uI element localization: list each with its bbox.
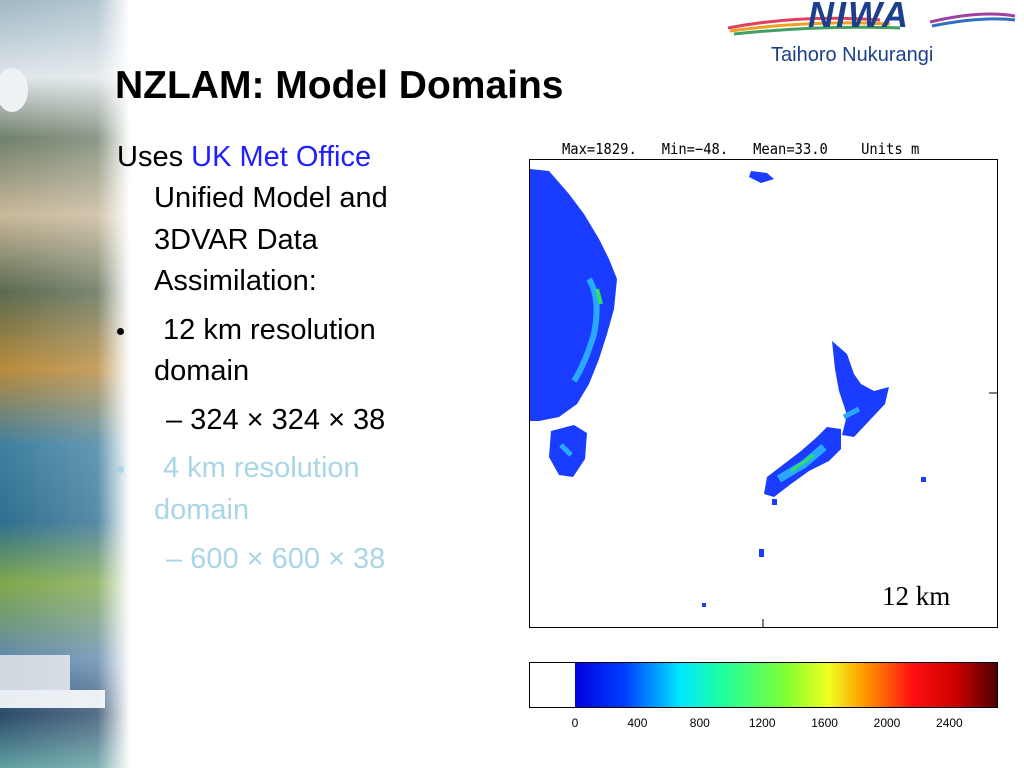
logo (727, 12, 1016, 36)
sub-bullet: – 324 × 324 × 38 (166, 404, 386, 436)
logo-tagline: Taihoro Nukurangi (771, 44, 934, 66)
colorbar-tick-label: 1200 (748, 716, 776, 730)
photo-strip (0, 0, 130, 768)
bullet-line: 4 km resolution (163, 452, 360, 484)
colorbar-tick-label: 1600 (811, 716, 838, 730)
slide-title: NZLAM: Model Domains (115, 64, 564, 107)
map-stats: Max=1829. Min=−48. Mean=33.0 Units m (562, 140, 920, 158)
bullet-line: domain (154, 355, 250, 387)
bullet (117, 466, 124, 473)
intro-line: Unified Model and (154, 182, 388, 214)
bullet-line: 12 km resolution (163, 314, 376, 346)
intro-line: Uses UK Met Office (117, 143, 371, 172)
logo-name: NIWA (808, 0, 910, 35)
colorbar-tick-label: 2400 (936, 716, 963, 730)
colorbar (529, 662, 998, 708)
intro-link[interactable]: UK Met Office (191, 141, 372, 173)
intro-prefix: Uses (117, 141, 184, 173)
bullet (117, 328, 124, 335)
bullet-line: domain (154, 494, 250, 526)
colorbar-tick-label: 0 (571, 716, 579, 730)
intro-line: 3DVAR Data (154, 224, 318, 256)
colorbar-tick-label: 2000 (873, 716, 901, 730)
colorbar-tick-label: 400 (627, 716, 648, 730)
map (529, 159, 998, 628)
sub-bullet: – 600 × 600 × 38 (166, 543, 386, 575)
map-label: 12 km (882, 581, 951, 611)
intro-line: Assimilation: (154, 265, 317, 297)
colorbar-tick-label: 800 (689, 716, 710, 730)
